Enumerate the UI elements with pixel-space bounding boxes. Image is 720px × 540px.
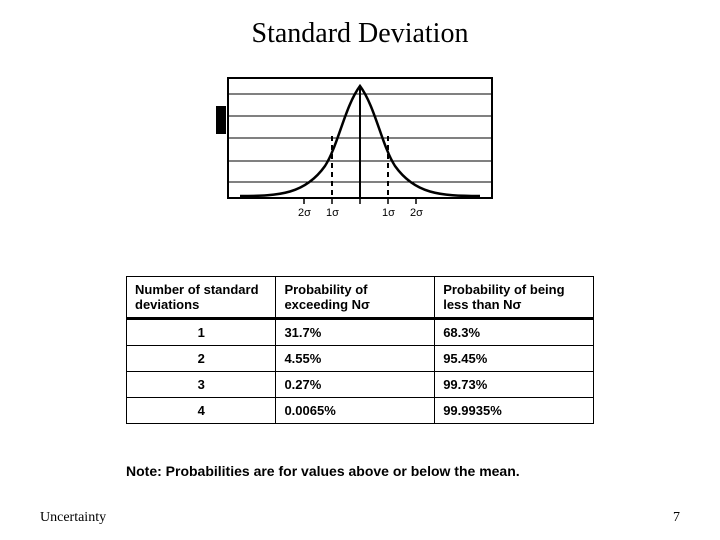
- cell: 95.45%: [435, 346, 594, 372]
- cell: 99.9935%: [435, 398, 594, 424]
- tick-label: 2σ: [410, 207, 423, 219]
- col-header: Probability of exceeding Nσ: [276, 277, 435, 319]
- table-row: 2 4.55% 95.45%: [127, 346, 594, 372]
- cell: 99.73%: [435, 372, 594, 398]
- cell: 3: [127, 372, 276, 398]
- cell: 2: [127, 346, 276, 372]
- table-row: 1 31.7% 68.3%: [127, 319, 594, 346]
- col-header: Number of standard deviations: [127, 277, 276, 319]
- table-row: 3 0.27% 99.73%: [127, 372, 594, 398]
- x-tick-labels: 2σ 1σ 1σ 2σ: [298, 207, 423, 219]
- cell: 1: [127, 319, 276, 346]
- footer-left: Uncertainty: [40, 510, 106, 526]
- cell: 0.0065%: [276, 398, 435, 424]
- table-row: 4 0.0065% 99.9935%: [127, 398, 594, 424]
- tick-label: 1σ: [382, 207, 395, 219]
- left-bar-block: [216, 106, 226, 134]
- slide-title: Standard Deviation: [0, 18, 720, 50]
- table-header-row: Number of standard deviations Probabilit…: [127, 277, 594, 319]
- bell-curve-svg: 2σ 1σ 1σ 2σ: [210, 76, 510, 221]
- cell: 31.7%: [276, 319, 435, 346]
- cell: 0.27%: [276, 372, 435, 398]
- cell: 4: [127, 398, 276, 424]
- bell-curve-chart: 2σ 1σ 1σ 2σ: [210, 76, 510, 221]
- probability-table: Number of standard deviations Probabilit…: [126, 276, 594, 424]
- col-header: Probability of being less than Nσ: [435, 277, 594, 319]
- footer-right: 7: [673, 510, 680, 526]
- cell: 68.3%: [435, 319, 594, 346]
- cell: 4.55%: [276, 346, 435, 372]
- note-text: Note: Probabilities are for values above…: [126, 462, 594, 481]
- tick-label: 2σ: [298, 207, 311, 219]
- tick-label: 1σ: [326, 207, 339, 219]
